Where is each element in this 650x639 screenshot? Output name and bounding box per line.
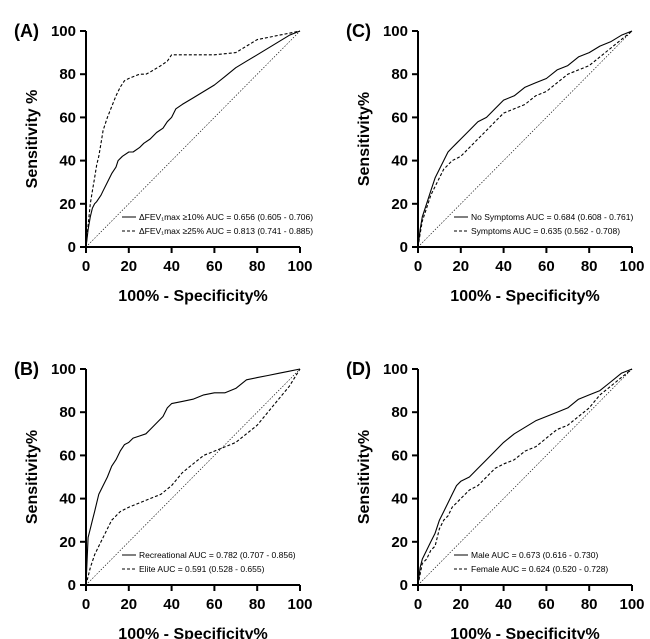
x-tick-label: 60 [538,596,555,613]
legend-entry: Recreational AUC = 0.782 (0.707 - 0.856) [139,550,296,560]
y-tick-label: 80 [391,404,408,421]
y-tick-label: 0 [400,577,408,594]
y-tick-label: 100 [51,361,76,378]
legend-entry: Male AUC = 0.673 (0.616 - 0.730) [471,550,599,560]
legend-entry: Female AUC = 0.624 (0.520 - 0.728) [471,564,608,574]
y-tick-label: 80 [59,404,76,421]
x-tick-label: 80 [249,596,266,613]
series-line [85,30,301,248]
x-tick-label: 100 [287,258,312,275]
y-tick-label: 100 [383,361,408,378]
x-tick-label: 40 [163,596,180,613]
y-tick-label: 20 [391,534,408,551]
panel-label: (C) [346,21,371,41]
x-axis-title: 100% - Specificity% [118,288,267,305]
x-tick-label: 20 [120,596,137,613]
x-axis-title: 100% - Specificity% [450,288,599,305]
y-axis-title: Sensitivity% [24,430,41,524]
legend-entry: Symptoms AUC = 0.635 (0.562 - 0.708) [471,226,620,236]
x-tick-label: 80 [249,258,266,275]
x-tick-label: 20 [120,258,137,275]
series-line [85,30,301,248]
reference-diagonal [85,368,301,586]
x-axis-title: 100% - Specificity% [118,626,267,639]
x-tick-label: 60 [206,258,223,275]
reference-diagonal [417,368,633,586]
x-tick-label: 40 [163,258,180,275]
series-line [417,368,633,586]
y-tick-label: 0 [68,239,76,256]
chart-panel: (D) 0 20 40 60 80 100 0 20 40 60 80 100 100% - Specif… [346,359,645,639]
x-tick-label: 20 [452,596,469,613]
series-line [85,368,301,586]
x-tick-label: 40 [495,258,512,275]
x-tick-label: 0 [82,596,90,613]
x-tick-label: 100 [619,258,644,275]
y-axis-title: Sensitivity % [24,90,41,189]
series-line [417,30,633,248]
x-tick-label: 60 [538,258,555,275]
y-tick-label: 60 [59,447,76,464]
x-tick-label: 0 [82,258,90,275]
y-tick-label: 20 [391,196,408,213]
chart-panel: (C) 0 20 40 60 80 100 0 20 40 60 80 100 100% - Specif… [346,21,645,305]
y-tick-label: 100 [383,23,408,40]
x-tick-label: 40 [495,596,512,613]
y-tick-label: 40 [59,491,76,508]
legend-entry: No Symptoms AUC = 0.684 (0.608 - 0.761) [471,212,633,222]
y-tick-label: 40 [59,153,76,170]
y-axis-title: Sensitivity% [356,92,373,186]
y-tick-label: 100 [51,23,76,40]
x-tick-label: 80 [581,596,598,613]
chart-panel: (B) 0 20 40 60 80 100 0 20 40 60 80 100 100% - Specif… [14,359,313,639]
y-axis-title: Sensitivity% [356,430,373,524]
y-tick-label: 0 [400,239,408,256]
x-tick-label: 80 [581,258,598,275]
x-tick-label: 100 [287,596,312,613]
y-tick-label: 0 [68,577,76,594]
panel-label: (D) [346,359,371,379]
reference-diagonal [85,30,301,248]
series-line [417,368,633,586]
legend-entry: Elite AUC = 0.591 (0.528 - 0.655) [139,564,265,574]
chart-panel: (A) 0 20 40 60 80 100 0 20 40 60 80 100 100% - Specif… [14,21,313,305]
y-tick-label: 40 [391,491,408,508]
y-tick-label: 60 [391,109,408,126]
y-tick-label: 20 [59,534,76,551]
series-line [85,368,301,586]
y-tick-label: 80 [59,66,76,83]
x-axis-title: 100% - Specificity% [450,626,599,639]
x-tick-label: 0 [414,258,422,275]
legend-entry: ΔFEV₁max ≥25% AUC = 0.813 (0.741 - 0.885… [139,226,313,236]
x-tick-label: 100 [619,596,644,613]
y-tick-label: 60 [59,109,76,126]
y-tick-label: 60 [391,447,408,464]
x-tick-label: 0 [414,596,422,613]
y-tick-label: 80 [391,66,408,83]
x-tick-label: 60 [206,596,223,613]
panel-label: (B) [14,359,39,379]
series-line [417,30,633,248]
x-tick-label: 20 [452,258,469,275]
y-tick-label: 40 [391,153,408,170]
reference-diagonal [417,30,633,248]
legend-entry: ΔFEV₁max ≥10% AUC = 0.656 (0.605 - 0.706… [139,212,313,222]
y-tick-label: 20 [59,196,76,213]
panel-label: (A) [14,21,39,41]
